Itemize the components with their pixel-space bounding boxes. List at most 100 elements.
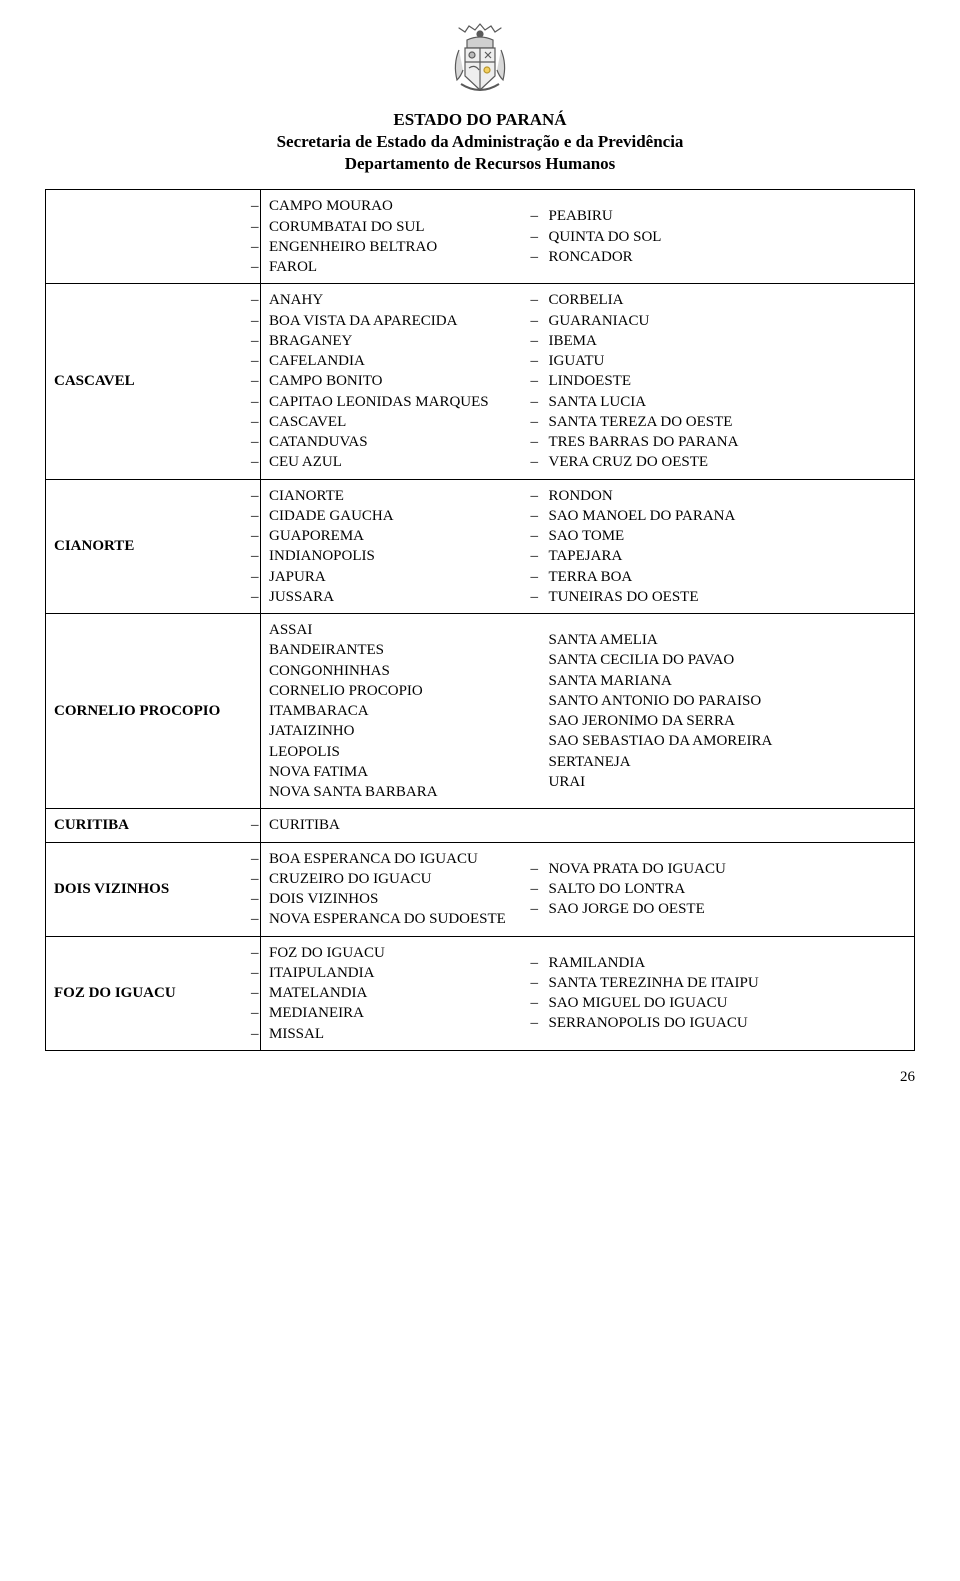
city-item: MATELANDIA [269, 983, 533, 1003]
city-item: SERRANOPOLIS DO IGUACU [549, 1013, 907, 1033]
city-item: LINDOESTE [549, 371, 907, 391]
city-item: SALTO DO LONTRA [549, 879, 907, 899]
city-item: GUAPOREMA [269, 526, 533, 546]
city-item: FOZ DO IGUACU [269, 943, 533, 963]
city-item: ITAIPULANDIA [269, 963, 533, 983]
city-item: CIANORTE [269, 486, 533, 506]
region-cell: CASCAVEL [46, 284, 261, 479]
city-item: SAO MANOEL DO PARANA [549, 506, 907, 526]
page-number: 26 [45, 1069, 915, 1086]
city-item: BOA ESPERANCA DO IGUACU [269, 849, 533, 869]
city-item: ITAMBARACA [269, 701, 533, 721]
city-item: SANTA TEREZINHA DE ITAIPU [549, 973, 907, 993]
city-item: CONGONHINHAS [269, 661, 533, 681]
city-item: BANDEIRANTES [269, 640, 533, 660]
city-item: CASCAVEL [269, 412, 533, 432]
document-header: ESTADO DO PARANÁ Secretaria de Estado da… [45, 109, 915, 175]
city-item: CORNELIO PROCOPIO [269, 681, 533, 701]
cities-right-cell: PEABIRUQUINTA DO SOLRONCADOR [541, 190, 915, 284]
city-item: FAROL [269, 257, 533, 277]
city-item: TAPEJARA [549, 546, 907, 566]
city-item: BRAGANEY [269, 331, 533, 351]
city-item: ANAHY [269, 290, 533, 310]
table-row: CIANORTECIANORTECIDADE GAUCHAGUAPOREMAIN… [46, 479, 915, 614]
cities-right-cell: SANTA AMELIASANTA CECILIA DO PAVAOSANTA … [541, 614, 915, 809]
city-item: PEABIRU [549, 206, 907, 226]
city-item: SANTA AMELIA [549, 630, 907, 650]
city-item: INDIANOPOLIS [269, 546, 533, 566]
city-item: CAMPO MOURAO [269, 196, 533, 216]
city-item: QUINTA DO SOL [549, 227, 907, 247]
cities-right-cell [541, 809, 915, 842]
cities-right-cell: NOVA PRATA DO IGUACUSALTO DO LONTRASAO J… [541, 842, 915, 936]
city-item: CAFELANDIA [269, 351, 533, 371]
city-item: NOVA ESPERANCA DO SUDOESTE [269, 909, 533, 929]
city-item: TERRA BOA [549, 567, 907, 587]
cities-right-cell: CORBELIAGUARANIACUIBEMAIGUATULINDOESTESA… [541, 284, 915, 479]
region-cell: CORNELIO PROCOPIO [46, 614, 261, 809]
city-item: NOVA FATIMA [269, 762, 533, 782]
city-item: CURITIBA [269, 815, 533, 835]
region-cell: CIANORTE [46, 479, 261, 614]
city-item: SERTANEJA [549, 752, 907, 772]
city-item: DOIS VIZINHOS [269, 889, 533, 909]
cities-left-cell: FOZ DO IGUACUITAIPULANDIAMATELANDIAMEDIA… [261, 936, 541, 1050]
city-item: JUSSARA [269, 587, 533, 607]
header-line-1: ESTADO DO PARANÁ [45, 109, 915, 131]
city-item: CATANDUVAS [269, 432, 533, 452]
city-item: VERA CRUZ DO OESTE [549, 452, 907, 472]
city-item: SAO MIGUEL DO IGUACU [549, 993, 907, 1013]
city-item: RONDON [549, 486, 907, 506]
table-row: CORNELIO PROCOPIOASSAIBANDEIRANTESCONGON… [46, 614, 915, 809]
table-row: CURITIBA CURITIBA [46, 809, 915, 842]
crest-icon [439, 20, 521, 98]
city-item: TRES BARRAS DO PARANA [549, 432, 907, 452]
city-item: TUNEIRAS DO OESTE [549, 587, 907, 607]
region-cell [46, 190, 261, 284]
city-item: RAMILANDIA [549, 953, 907, 973]
crest-wrap [45, 20, 915, 103]
cities-left-cell: CURITIBA [261, 809, 541, 842]
city-item: SANTA CECILIA DO PAVAO [549, 650, 907, 670]
cities-left-cell: ANAHYBOA VISTA DA APARECIDABRAGANEYCAFEL… [261, 284, 541, 479]
city-item: URAI [549, 772, 907, 792]
city-item: MISSAL [269, 1024, 533, 1044]
table-row: CAMPO MOURAOCORUMBATAI DO SULENGENHEIRO … [46, 190, 915, 284]
table-row: FOZ DO IGUACUFOZ DO IGUACUITAIPULANDIAMA… [46, 936, 915, 1050]
cities-right-cell: RONDONSAO MANOEL DO PARANASAO TOMETAPEJA… [541, 479, 915, 614]
city-item: NOVA PRATA DO IGUACU [549, 859, 907, 879]
header-line-2: Secretaria de Estado da Administração e … [45, 131, 915, 153]
city-item: NOVA SANTA BARBARA [269, 782, 533, 802]
city-item: BOA VISTA DA APARECIDA [269, 311, 533, 331]
table-row: CASCAVELANAHYBOA VISTA DA APARECIDABRAGA… [46, 284, 915, 479]
city-item: ENGENHEIRO BELTRAO [269, 237, 533, 257]
city-item: GUARANIACU [549, 311, 907, 331]
cities-left-cell: CAMPO MOURAOCORUMBATAI DO SULENGENHEIRO … [261, 190, 541, 284]
city-item: SAO JORGE DO OESTE [549, 899, 907, 919]
city-item: SANTO ANTONIO DO PARAISO [549, 691, 907, 711]
cities-left-cell: BOA ESPERANCA DO IGUACUCRUZEIRO DO IGUAC… [261, 842, 541, 936]
city-item: SANTA TEREZA DO OESTE [549, 412, 907, 432]
city-item: JAPURA [269, 567, 533, 587]
city-item: SANTA LUCIA [549, 392, 907, 412]
region-cell: DOIS VIZINHOS [46, 842, 261, 936]
city-item: CIDADE GAUCHA [269, 506, 533, 526]
city-item: JATAIZINHO [269, 721, 533, 741]
city-item: CEU AZUL [269, 452, 533, 472]
city-item: SAO JERONIMO DA SERRA [549, 711, 907, 731]
city-item: MEDIANEIRA [269, 1003, 533, 1023]
city-item: RONCADOR [549, 247, 907, 267]
city-item: CAPITAO LEONIDAS MARQUES [269, 392, 533, 412]
city-item: ASSAI [269, 620, 533, 640]
city-item: CAMPO BONITO [269, 371, 533, 391]
cities-left-cell: CIANORTECIDADE GAUCHAGUAPOREMAINDIANOPOL… [261, 479, 541, 614]
cities-right-cell: RAMILANDIASANTA TEREZINHA DE ITAIPUSAO M… [541, 936, 915, 1050]
city-item: IBEMA [549, 331, 907, 351]
regions-table: CAMPO MOURAOCORUMBATAI DO SULENGENHEIRO … [45, 189, 915, 1051]
city-item: SAO SEBASTIAO DA AMOREIRA [549, 731, 907, 751]
region-cell: CURITIBA [46, 809, 261, 842]
city-item: SAO TOME [549, 526, 907, 546]
region-cell: FOZ DO IGUACU [46, 936, 261, 1050]
cities-left-cell: ASSAIBANDEIRANTESCONGONHINHASCORNELIO PR… [261, 614, 541, 809]
city-item: CORUMBATAI DO SUL [269, 217, 533, 237]
